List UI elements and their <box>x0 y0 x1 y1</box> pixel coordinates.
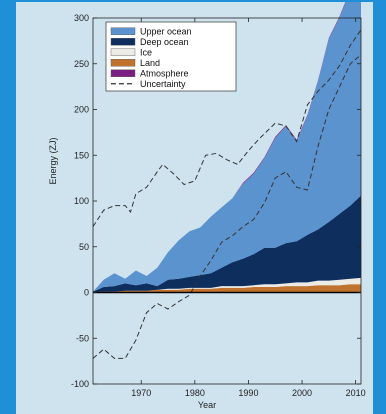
y-tick-label: -100 <box>71 379 89 389</box>
area-upper-ocean <box>93 2 361 292</box>
y-tick-label: 0 <box>84 288 89 298</box>
legend-label-ice: Ice <box>140 47 152 57</box>
area-deep-ocean <box>93 195 361 293</box>
uncertainty-lower-line <box>92 54 362 359</box>
area-ice <box>93 277 361 293</box>
x-tick-label: 1970 <box>131 388 151 398</box>
x-axis-label: Year <box>198 400 216 410</box>
legend-label-deep-ocean: Deep ocean <box>140 37 189 47</box>
y-tick-label: 50 <box>79 242 89 252</box>
stacked-areas <box>93 2 361 293</box>
y-tick-label: 200 <box>74 105 89 115</box>
y-tick-label: 300 <box>74 13 89 23</box>
x-tick-label: 1980 <box>185 388 205 398</box>
y-tick-label: -50 <box>76 333 89 343</box>
uncertainty-lines <box>92 29 362 359</box>
axis-ticks: -100 -50 0 50 100 150 200 250 300 1970 1980 1990 200… <box>71 13 366 398</box>
legend-swatch-deep-ocean <box>110 38 136 46</box>
area-land <box>93 284 361 293</box>
legend-label-uncertainty: Uncertainty <box>140 79 186 89</box>
legend-swatch-land <box>110 59 136 67</box>
legend-label-upper-ocean: Upper ocean <box>140 26 192 36</box>
legend-swatch-ice <box>110 48 136 56</box>
legend-label-atmosphere: Atmosphere <box>140 68 189 78</box>
legend-swatch-upper-ocean <box>110 27 136 35</box>
energy-stack-chart: -100 -50 0 50 100 150 200 250 300 1970 1980 1990 200… <box>48 2 366 410</box>
y-tick-label: 100 <box>74 196 89 206</box>
x-tick-label: 1990 <box>238 388 258 398</box>
uncertainty-upper-line <box>92 29 362 227</box>
chart-frame: -100 -50 0 50 100 150 200 250 300 1970 1980 1990 200… <box>16 2 373 414</box>
y-tick-label: 250 <box>74 59 89 69</box>
legend-swatch-atmosphere <box>110 69 136 77</box>
x-tick-label: 2000 <box>292 388 312 398</box>
x-tick-label: 2010 <box>346 388 366 398</box>
y-axis-label: Energy (ZJ) <box>48 137 58 184</box>
legend-label-land: Land <box>140 58 160 68</box>
y-tick-label: 150 <box>74 150 89 160</box>
